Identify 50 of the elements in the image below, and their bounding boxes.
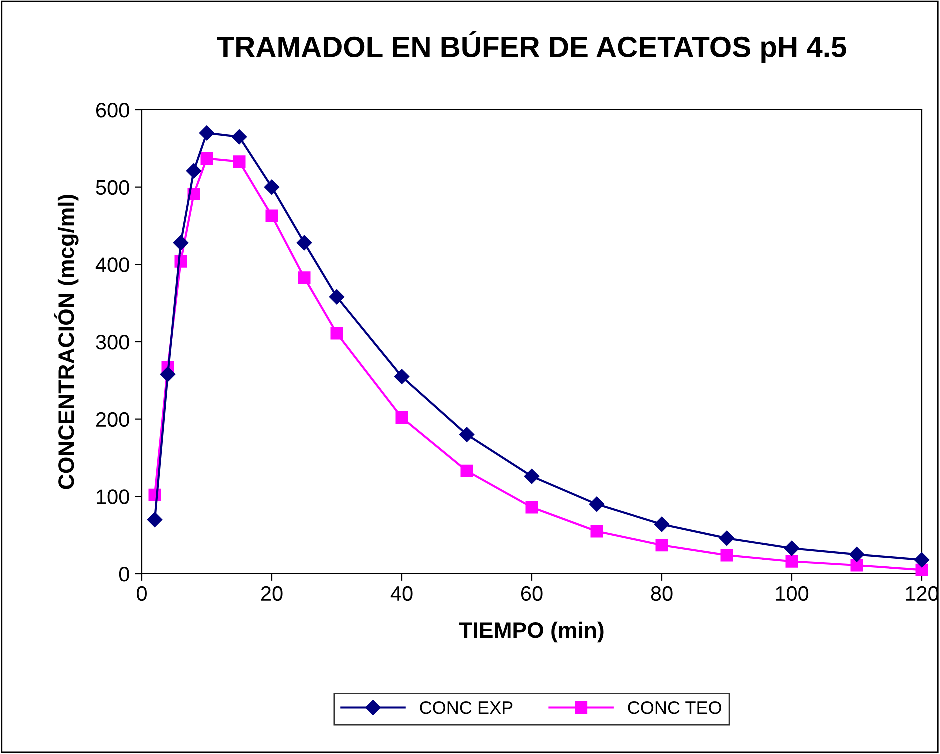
point [656,539,668,552]
point [459,427,475,442]
point [298,272,311,284]
y-tick-label: 400 [96,258,130,272]
point [173,235,189,251]
point [186,164,202,179]
point [916,564,928,576]
point [720,549,734,562]
point [232,129,248,145]
x-tick-label: 60 [521,586,543,602]
x-axis-title: TIEMPO (min) [459,622,604,643]
point [589,496,605,512]
y-tick-label: 200 [96,412,130,428]
point [264,180,280,195]
point [160,366,176,382]
point [296,235,312,251]
point [396,412,408,424]
point [233,156,246,168]
point [394,369,410,384]
point [784,540,800,556]
point [147,512,163,528]
point [460,464,474,478]
x-tick-label: 80 [651,586,673,602]
chart-title: TRAMADOL EN BÚFER DE ACETATOS pH 4.5 [217,31,846,64]
point [200,152,214,165]
point [329,290,345,305]
y-tick-label: 500 [96,180,130,196]
point [330,327,344,340]
point [719,530,735,546]
point [786,555,798,568]
x-tick-label: 20 [261,586,283,602]
legend-label: CONC EXP [420,701,513,714]
point [914,552,930,568]
legend-label: CONC TEO [628,701,722,714]
y-tick-label: 300 [96,335,130,350]
point [850,559,864,572]
point [654,516,670,532]
y-axis-title: CONCENTRACIÓN (mcg/ml) [54,194,79,490]
point [524,468,540,484]
point [849,547,865,562]
y-tick-label: 0 [119,567,130,582]
point [199,126,215,141]
x-tick-label: 100 [776,586,809,602]
x-tick-label: 40 [390,586,413,602]
point [526,501,538,514]
x-tick-label: 0 [137,586,147,602]
y-tick-label: 600 [96,103,130,118]
y-tick-label: 100 [97,490,130,504]
point [266,210,278,222]
point [590,525,604,538]
